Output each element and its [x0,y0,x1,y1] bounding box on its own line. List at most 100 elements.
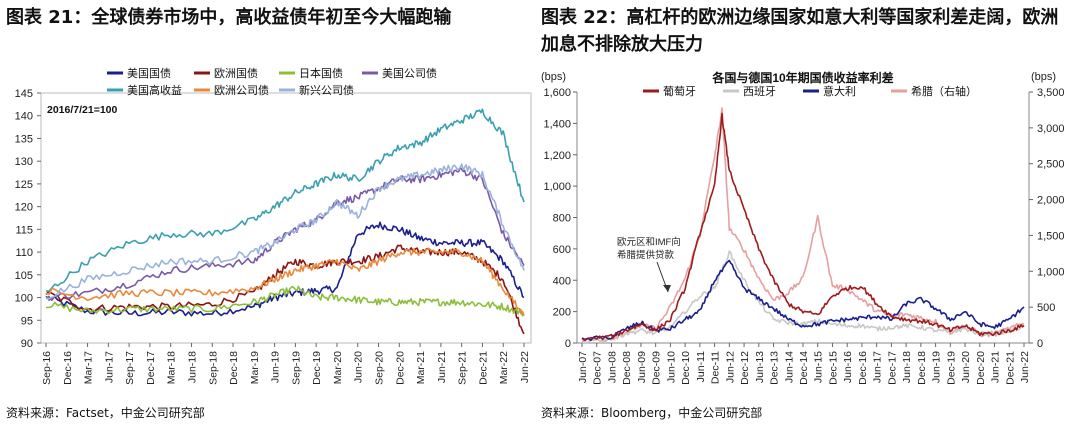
legend-label: 欧洲国债 [214,66,258,80]
legend-label: 意大利 [823,84,856,98]
x-tick-label: Dec-07 [592,351,604,385]
y-tick-label: 135 [15,133,33,145]
x-tick-label: Dec-13 [769,351,781,385]
y-tick-label-right: 500 [1037,302,1055,314]
chart-title: 各国与德国10年期国债收益率利差 [711,70,893,85]
figure1-source: 资料来源：Factset，中金公司研究部 [6,406,205,420]
annotation-text: 希腊提供贷款 [617,249,675,261]
x-tick-label: Dec-09 [651,351,663,385]
y-tick-label-left: 1,400 [543,118,571,130]
x-tick-label: Dec-20 [394,351,406,385]
legend-label: 美国公司债 [382,66,437,80]
series-line [581,259,1025,342]
x-tick-label: Jun-19 [270,351,282,383]
y-tick-label-right: 2,500 [1037,159,1065,171]
y-tick-label: 145 [15,88,33,100]
y-tick-label-left: 1,200 [543,150,571,162]
x-tick-label: Jun-14 [783,351,795,383]
x-tick-label: Jun-09 [636,351,648,383]
y-tick-label: 115 [15,224,33,236]
x-tick-label: Dec-14 [798,351,810,385]
x-tick-label: Dec-08 [621,351,633,385]
legend-label: 新兴公司债 [299,83,354,97]
y-tick-label-right: 1,000 [1037,266,1065,278]
y-tick-label-right: 3,500 [1037,87,1065,99]
y-tick-label-left: 200 [553,307,571,319]
x-tick-label: Dec-18 [228,351,240,385]
x-tick-label: Dec-17 [886,351,898,385]
x-tick-label: Jun-20 [353,351,365,383]
series-line [581,107,1025,343]
y-tick-label: 125 [15,179,33,191]
x-tick-label: Jun-22 [1019,351,1031,383]
y-tick-label: 100 [15,293,33,305]
x-tick-label: Mar-20 [332,351,344,384]
series-line [45,163,525,300]
annotation-arrowhead [663,285,671,292]
legend-label: 日本国债 [299,66,343,80]
x-tick-label: Sep-18 [207,351,219,385]
legend-label: 葡萄牙 [663,85,696,98]
series-line [45,166,525,302]
y-tick-label-left: 800 [553,213,571,225]
x-tick-label: Mar-19 [249,351,261,384]
legend-label: 西班牙 [743,85,776,98]
x-tick-label: Sep-20 [374,351,386,385]
series-line [45,244,525,335]
plot-frame [40,92,532,344]
x-tick-label: Dec-15 [827,351,839,385]
x-tick-label: Jun-11 [695,351,707,382]
legend-label: 欧洲公司债 [214,83,269,97]
figure2-title: 图表 22：高杠杆的欧洲边缘国家如意大利等国家利差走阔，欧洲加息不排除放大压力 [541,7,1059,55]
x-tick-label: Dec-12 [739,351,751,385]
y-tick-label: 90 [21,338,33,350]
figure2-source: 资料来源：Bloomberg，中金公司研究部 [541,406,763,420]
y-tick-label-left: 400 [553,275,571,287]
x-tick-label: Sep-16 [41,351,53,385]
series-line [45,247,525,316]
x-tick-label: Jun-17 [103,351,115,383]
x-tick-label: Mar-18 [166,351,178,384]
x-tick-label: Dec-18 [916,351,928,385]
figure1-chart: 90 95 100 105 110 115 120 125 130 135 140 145 Sep-16… [15,66,532,385]
x-tick-label: Sep-21 [457,351,469,385]
x-tick-label: Jun-18 [901,351,913,383]
annotation-text: 欧元区和IMF向 [617,236,681,248]
x-tick-label: Dec-21 [1004,351,1016,385]
x-tick-label: Dec-16 [62,351,74,385]
y-axis-unit-left: (bps) [541,71,566,83]
x-tick-label: Jun-10 [665,351,677,383]
figure1-title: 图表 21：全球债券市场中，高收益债年初至今大幅跑输 [6,7,452,28]
x-tick-label: Dec-20 [975,351,987,385]
y-axis-unit-right: (bps) [1031,71,1056,83]
legend-label: 希腊（右轴） [911,84,977,98]
x-tick-label: Dec-10 [680,351,692,385]
y-tick-label-right: 3,000 [1037,123,1065,135]
y-tick-label: 120 [15,202,33,214]
x-tick-label: Sep-19 [290,351,302,385]
y-tick-label-left: 0 [565,338,571,350]
x-tick-label: Dec-11 [710,351,722,384]
x-tick-label: Jun-08 [606,351,618,383]
x-tick-label: Jun-18 [186,351,198,383]
x-tick-label: Dec-17 [145,351,157,385]
y-tick-label-right: 1,500 [1037,230,1065,242]
y-tick-label: 140 [15,111,33,123]
figure2-chart: 各国与德国10年期国债收益率利差 (bps) (bps) 0 200 400 600 800 1… [541,70,1065,385]
legend-label: 美国国债 [127,66,171,80]
x-tick-label: Jun-21 [990,351,1002,383]
x-tick-label: Mar-22 [498,351,510,384]
x-tick-label: Jun-17 [872,351,884,383]
x-tick-label: Jun-19 [931,351,943,383]
x-tick-label: Dec-19 [945,351,957,385]
series-line [45,108,525,292]
x-tick-label: Jun-12 [724,351,736,383]
series-line [46,285,525,317]
x-tick-label: Jun-13 [754,351,766,383]
x-tick-label: Dec-21 [477,351,489,385]
y-tick-label-left: 1,000 [543,181,571,193]
x-tick-label: Jun-07 [577,351,589,383]
x-tick-label: Dec-16 [857,351,869,385]
y-tick-label: 110 [15,247,33,259]
x-tick-label: Dec-19 [311,351,323,385]
